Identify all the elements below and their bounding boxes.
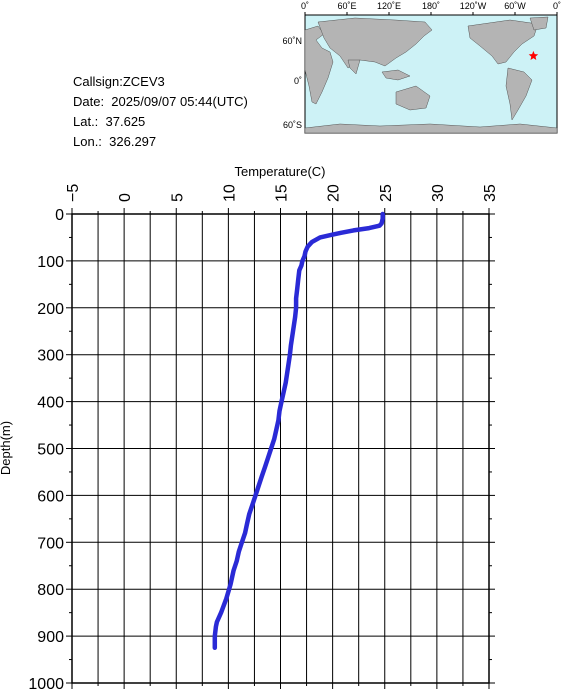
x-tick-label: 0 — [117, 193, 134, 202]
callsign-text: Callsign:ZCEV3 — [73, 74, 165, 89]
map-longitude-label: 0˚ — [301, 1, 309, 11]
map-latitude-label: 0˚ — [294, 76, 302, 86]
map-longitude-label: 120˚E — [377, 1, 401, 11]
station-info: Callsign:ZCEV3 Date: 2025/09/07 05:44(UT… — [73, 72, 248, 152]
x-tick-labels: −5 0 5 10 15 20 25 30 35 — [65, 184, 499, 202]
y-tick-label: 700 — [37, 535, 64, 552]
map-longitude-label: 0˚ — [553, 1, 561, 11]
x-tick-label: 30 — [430, 184, 447, 202]
x-tick-label: 10 — [221, 184, 238, 202]
y-tick-label: 0 — [55, 207, 64, 224]
y-tick-label: 600 — [37, 488, 64, 505]
date-text: Date: 2025/09/07 05:44(UTC) — [73, 94, 248, 109]
tick-marks — [66, 208, 495, 689]
y-tick-label: 1000 — [28, 676, 64, 690]
y-tick-labels: 0 100 200 300 400 500 600 700 800 900 1000 — [28, 207, 64, 690]
map-longitude-labels: 0˚ 60˚E 120˚E 180˚ 120˚W 60˚W 0˚ — [301, 1, 561, 11]
y-tick-label: 800 — [37, 582, 64, 599]
y-axis-title: Depth(m) — [0, 421, 13, 475]
map-ticks — [304, 12, 558, 15]
land-south-america — [505, 67, 533, 121]
x-tick-label: 15 — [274, 184, 291, 202]
land-india — [347, 59, 361, 75]
y-tick-label: 300 — [37, 348, 64, 365]
land-antarctica — [304, 123, 558, 134]
longitude-text: Lon.: 326.297 — [73, 134, 157, 149]
world-map: 0˚ 60˚E 120˚E 180˚ 120˚W 60˚W 0˚ 60˚N 0˚ 60˚S — [282, 1, 561, 134]
y-tick-label: 100 — [37, 254, 64, 271]
x-tick-label: 25 — [378, 184, 395, 202]
map-land — [304, 16, 558, 134]
map-latitude-labels: 60˚N 0˚ 60˚S — [282, 36, 302, 130]
land-indonesia — [381, 69, 411, 81]
x-tick-label: 35 — [482, 184, 499, 202]
latitude-text: Lat.: 37.625 — [73, 114, 146, 129]
y-tick-label: 400 — [37, 395, 64, 412]
map-longitude-label: 60˚W — [504, 1, 526, 11]
map-longitude-label: 180˚ — [422, 1, 440, 11]
y-tick-label: 500 — [37, 442, 64, 459]
land-australia — [395, 85, 431, 111]
temperature-profile-line — [212, 211, 385, 651]
x-tick-label: 5 — [169, 193, 186, 202]
land-greenland — [529, 16, 549, 31]
station-star-marker — [528, 50, 539, 60]
map-latitude-label: 60˚S — [283, 120, 302, 130]
profile-plot: −5 0 5 10 15 20 25 30 35 01002003004005006007008… — [0, 164, 499, 690]
x-axis-title: Temperature(C) — [234, 164, 325, 179]
land-asia — [317, 17, 433, 69]
y-tick-label: 200 — [37, 301, 64, 318]
x-tick-label: 20 — [326, 184, 343, 202]
grid-lines — [72, 214, 489, 683]
x-tick-label: −5 — [65, 184, 82, 202]
map-longitude-label: 60˚E — [337, 1, 356, 11]
map-longitude-label: 120˚W — [460, 1, 487, 11]
y-tick-label: 900 — [37, 629, 64, 646]
map-latitude-label: 60˚N — [282, 36, 302, 46]
